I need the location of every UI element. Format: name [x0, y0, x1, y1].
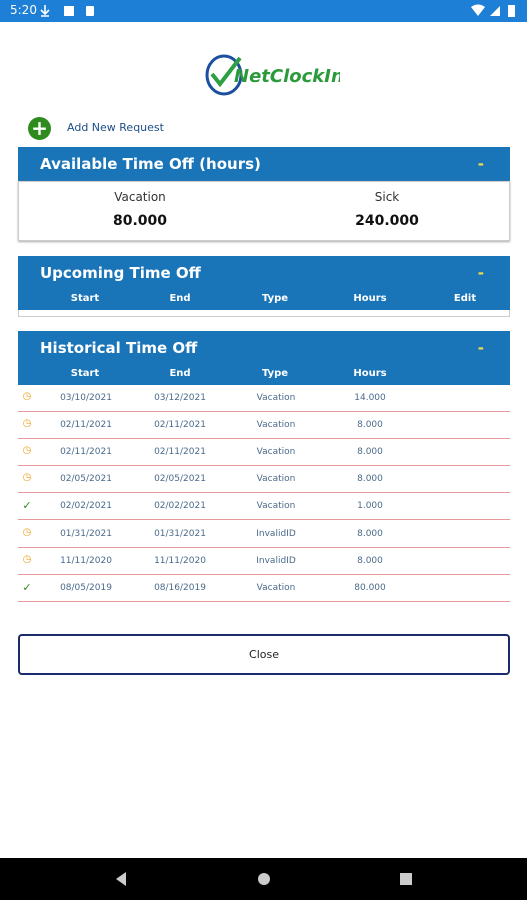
cell: 11/11/2020: [60, 555, 112, 566]
system-icons: [471, 4, 515, 17]
collapse-toggle[interactable]: -: [477, 155, 484, 173]
cell: 11/11/2020: [154, 555, 206, 566]
logo: NetClockIn: [205, 54, 340, 96]
status-icon: ◷: [22, 553, 32, 565]
status-icon: ◷: [22, 526, 32, 538]
row-divider: [18, 546, 510, 548]
column-header: Start End Type Hours Edit: [18, 290, 510, 310]
cell: Vacation: [256, 447, 296, 458]
close-button[interactable]: Close: [18, 634, 510, 675]
panel-header[interactable]: Available Time Off (hours) -: [18, 147, 510, 181]
panel-header[interactable]: Upcoming Time Off -: [18, 256, 510, 290]
cell: 8.000: [357, 528, 383, 539]
panel-title: Upcoming Time Off: [40, 264, 201, 282]
cell: 8.000: [357, 447, 383, 458]
cell: 8.000: [357, 474, 383, 485]
cell: InvalidID: [256, 555, 296, 566]
cell: 02/11/2021: [154, 447, 206, 458]
cell: 03/10/2021: [60, 393, 112, 403]
column-label: Hours: [353, 368, 387, 379]
cell: 03/12/2021: [154, 393, 206, 403]
row-divider: [18, 573, 510, 575]
row-divider: [18, 600, 510, 602]
cell: 08/16/2019: [154, 582, 206, 593]
row-divider: [18, 519, 510, 521]
column-label: Start: [70, 293, 100, 304]
cell: Vacation: [256, 420, 296, 431]
balance-label: Sick: [374, 190, 400, 204]
cell: 8.000: [357, 420, 383, 431]
balance-value: 240.000: [355, 213, 419, 229]
row-divider: [18, 492, 510, 494]
cell: 02/11/2021: [154, 420, 206, 431]
nav-icons: [116, 872, 412, 886]
column-label: Start: [70, 368, 100, 379]
status-icon: ✓: [22, 499, 32, 513]
column-header: Start End Type Hours: [18, 365, 510, 385]
cell: 02/02/2021: [154, 501, 206, 512]
cell: 02/02/2021: [60, 501, 112, 512]
collapse-toggle[interactable]: -: [477, 264, 484, 282]
balance-label: Vacation: [114, 190, 166, 204]
column-label: Type: [261, 293, 289, 304]
history-table: ◷ 03/10/2021 03/12/2021 Vacation 14.000 ◷ 02/1…: [0, 385, 527, 605]
time: 5:20: [10, 3, 37, 17]
status-icon: ◷: [22, 445, 32, 457]
cell: 8.000: [357, 555, 383, 566]
status-icon: ◷: [22, 391, 32, 402]
status-icon: ◷: [22, 418, 32, 430]
status-icon: ◷: [22, 472, 32, 484]
balance-value: 80.000: [112, 213, 168, 229]
cell: 08/05/2019: [60, 582, 112, 593]
column-label: Edit: [453, 293, 477, 304]
cell: Vacation: [256, 393, 296, 403]
cell: 01/31/2021: [154, 528, 206, 539]
cell: Vacation: [256, 501, 296, 512]
panel-title: Available Time Off (hours): [40, 155, 261, 173]
cell: 02/05/2021: [60, 474, 112, 485]
cell: 02/11/2021: [60, 420, 112, 431]
row-divider: [18, 411, 510, 412]
column-label: End: [169, 368, 191, 379]
cell: 02/11/2021: [60, 447, 112, 458]
column-label: Hours: [353, 293, 387, 304]
add-request-link[interactable]: Add New Request: [67, 121, 164, 134]
status-icons: [40, 5, 94, 17]
cell: 01/31/2021: [60, 528, 112, 539]
cell: 1.000: [357, 501, 383, 512]
cell: InvalidID: [256, 528, 296, 539]
cell: 80.000: [354, 582, 386, 593]
row-divider: [18, 465, 510, 467]
available-body: [18, 181, 510, 241]
panel-title: Historical Time Off: [40, 339, 198, 357]
logo-text: NetClockIn: [234, 66, 340, 87]
column-label: Type: [261, 368, 289, 379]
column-label: End: [169, 293, 191, 304]
cell: Vacation: [256, 582, 296, 593]
cell: 02/05/2021: [154, 474, 206, 485]
upcoming-body: [18, 310, 510, 317]
collapse-toggle[interactable]: -: [477, 339, 484, 357]
status-icon: ✓: [22, 580, 32, 594]
cell: Vacation: [256, 474, 296, 485]
panel-header[interactable]: Historical Time Off -: [18, 331, 510, 365]
status-bar: 5:20: [0, 0, 527, 22]
add-icon[interactable]: +: [28, 117, 51, 140]
cell: 14.000: [354, 393, 386, 403]
row-divider: [18, 438, 510, 440]
nav-bar: [0, 858, 527, 900]
